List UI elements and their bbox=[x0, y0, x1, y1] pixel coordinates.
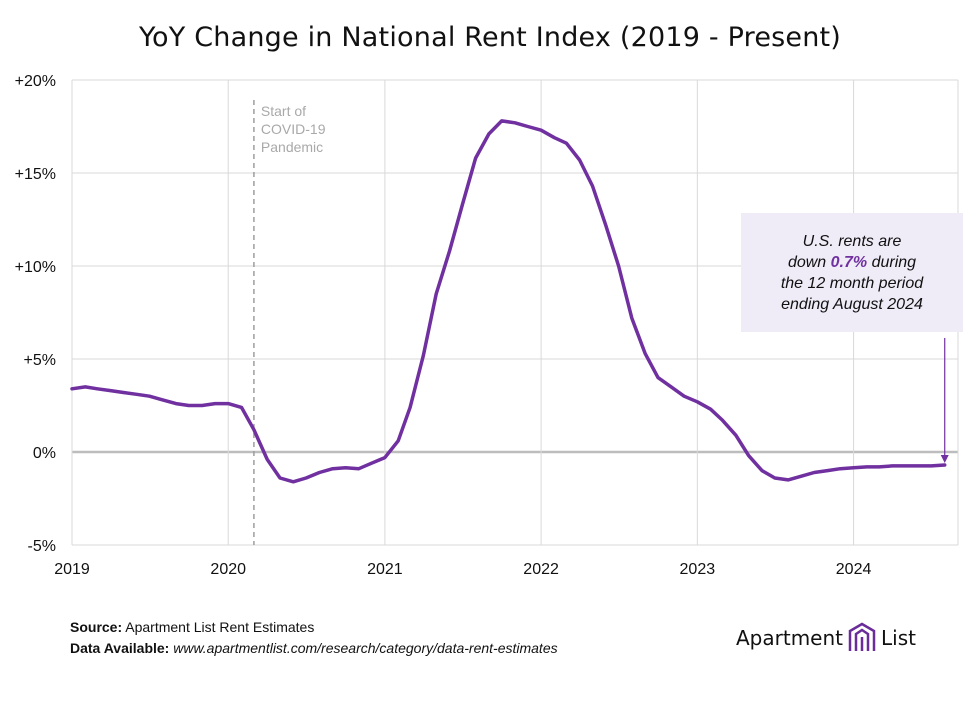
y-tick-label: +5% bbox=[24, 352, 56, 369]
y-tick-label: +15% bbox=[15, 166, 56, 183]
arrow-head bbox=[940, 455, 949, 464]
source-line: Source: Apartment List Rent Estimates bbox=[70, 619, 315, 635]
x-tick-label: 2021 bbox=[367, 561, 403, 578]
y-tick-label: +20% bbox=[15, 73, 56, 90]
logo-text-right: List bbox=[881, 626, 916, 650]
x-axis-ticks: 2019 2020 2021 2022 2023 2024 bbox=[54, 561, 871, 578]
data-available-line: Data Available: www.apartmentlist.com/re… bbox=[70, 640, 558, 656]
callout-box: U.S. rents are down 0.7% during the 12 m… bbox=[741, 213, 963, 332]
y-tick-label: -5% bbox=[28, 538, 56, 555]
y-tick-label: 0% bbox=[33, 445, 56, 462]
callout-line-2: down 0.7% during bbox=[787, 254, 917, 271]
building-icon bbox=[848, 622, 876, 651]
pandemic-note-line-3: Pandemic bbox=[261, 139, 323, 155]
gridlines bbox=[71, 79, 959, 546]
callout-line-3: the 12 month period bbox=[780, 275, 924, 292]
x-tick-label: 2020 bbox=[210, 561, 246, 578]
series-line bbox=[70, 119, 947, 484]
x-tick-label: 2022 bbox=[523, 561, 559, 578]
x-tick-label: 2019 bbox=[54, 561, 90, 578]
callout-highlight-value: 0.7% bbox=[830, 254, 868, 271]
pandemic-note-line-2: COVID-19 bbox=[261, 121, 326, 137]
callout-line-1: U.S. rents are bbox=[802, 233, 902, 250]
callout-line-4: ending August 2024 bbox=[781, 296, 923, 313]
x-tick-label: 2023 bbox=[680, 561, 716, 578]
y-tick-label: +10% bbox=[15, 259, 56, 276]
chart-title: YoY Change in National Rent Index (2019 … bbox=[138, 22, 842, 53]
logo-text-left: Apartment bbox=[736, 626, 844, 650]
callout-arrow bbox=[940, 338, 949, 464]
apartment-list-logo: Apartment List bbox=[736, 620, 916, 656]
footer-notes: Source: Apartment List Rent Estimates Da… bbox=[70, 617, 558, 659]
y-axis-ticks: +20% +15% +10% +5% 0% -5% bbox=[15, 73, 56, 555]
pandemic-annotation: Start of COVID-19 Pandemic bbox=[253, 100, 326, 545]
pandemic-note-line-1: Start of bbox=[261, 103, 306, 119]
x-tick-label: 2024 bbox=[836, 561, 872, 578]
